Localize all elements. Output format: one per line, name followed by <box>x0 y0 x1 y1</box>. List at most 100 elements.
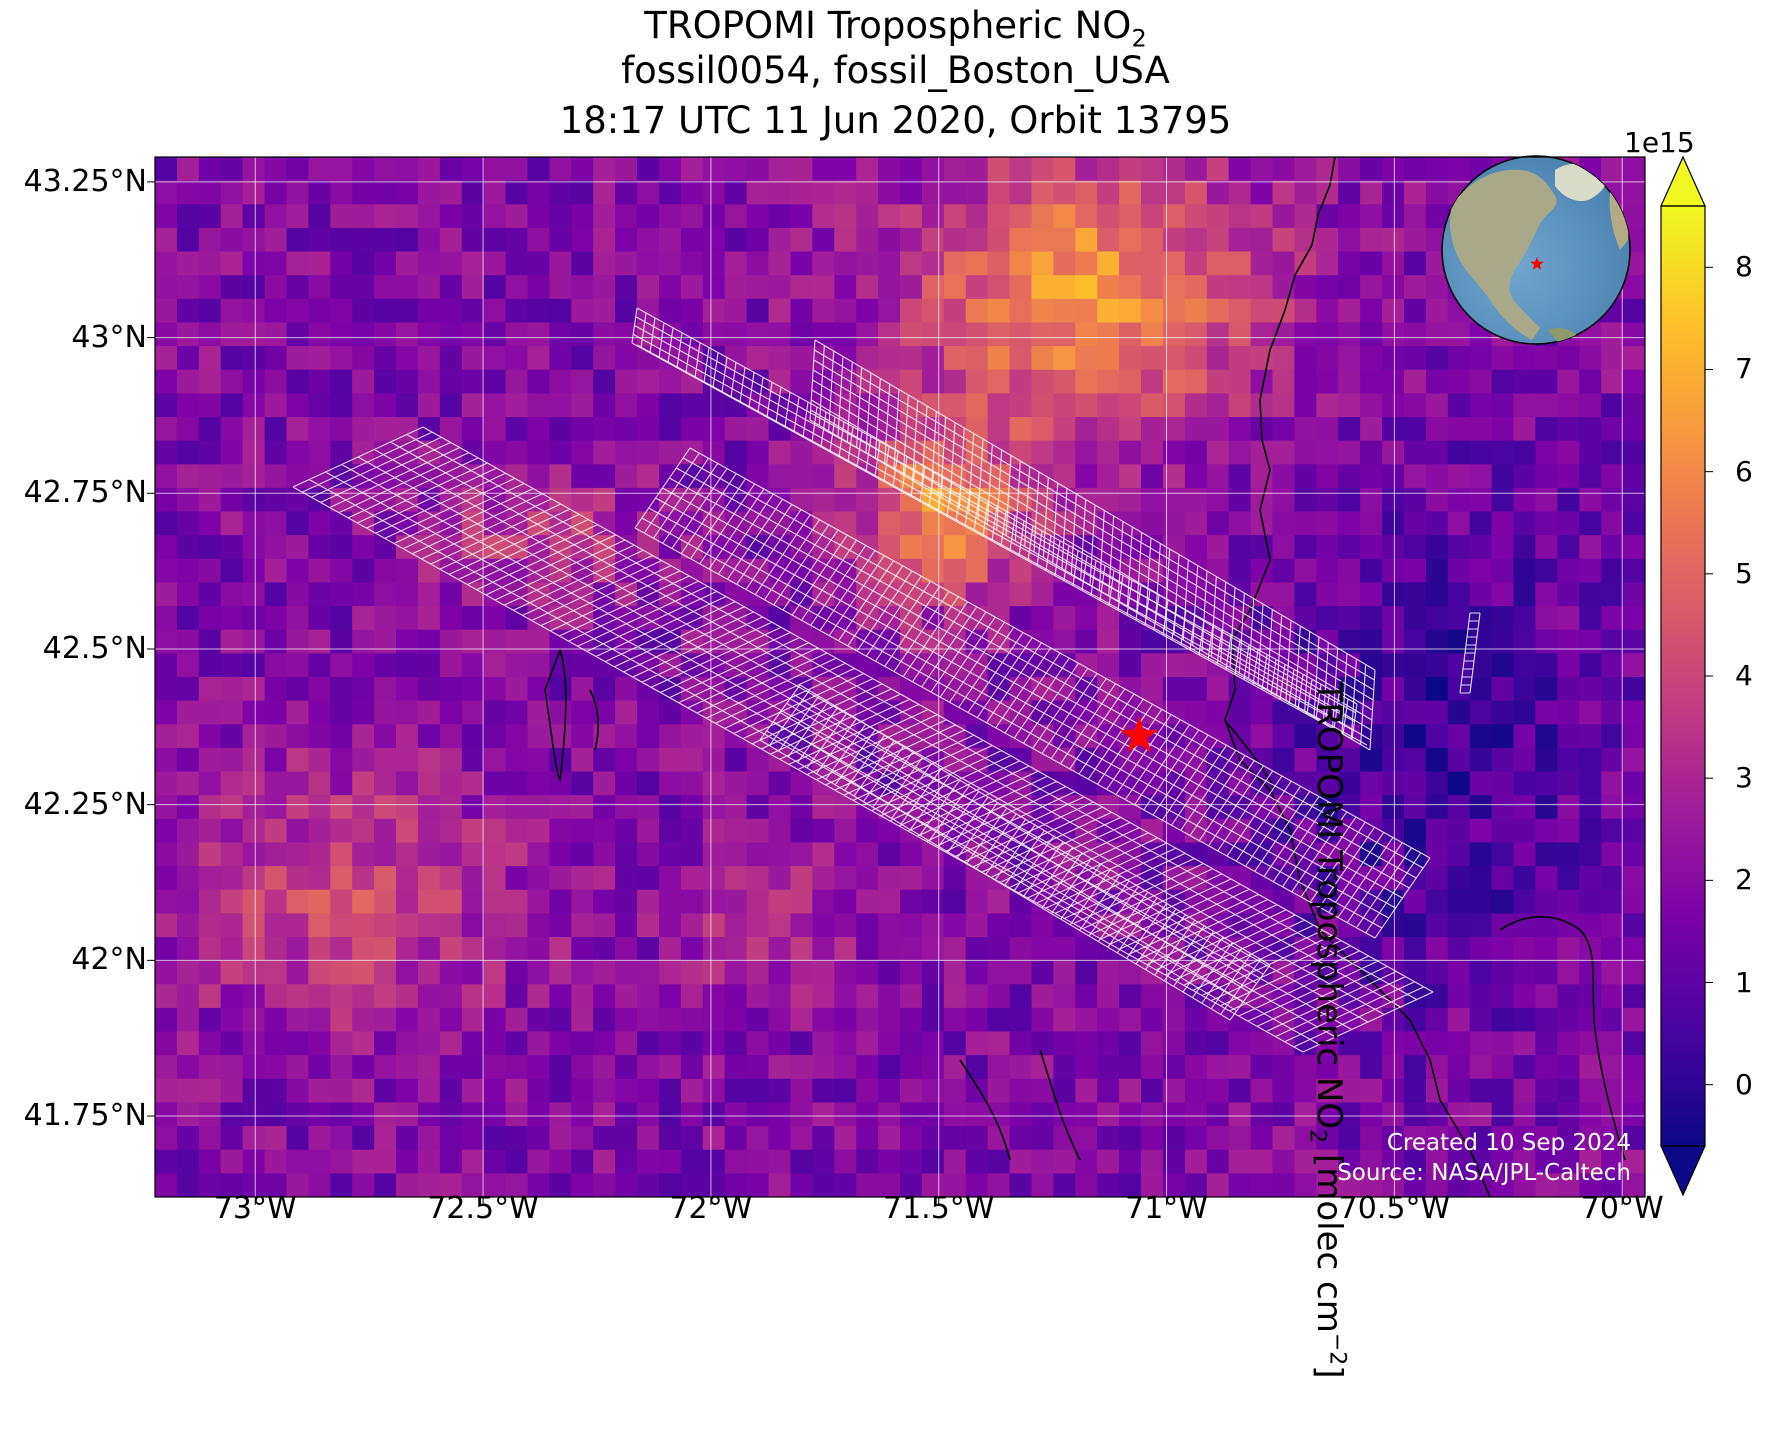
no2-pixel <box>921 180 945 205</box>
no2-pixel <box>374 795 397 820</box>
no2-pixel <box>374 1149 397 1174</box>
no2-pixel <box>176 1078 200 1103</box>
no2-pixel <box>308 795 331 820</box>
no2-pixel <box>198 1007 222 1033</box>
no2-pixel <box>396 1126 419 1151</box>
no2-pixel <box>352 677 375 702</box>
no2-pixel <box>374 275 397 300</box>
no2-pixel <box>1053 251 1076 276</box>
no2-pixel <box>1009 227 1033 253</box>
no2-pixel <box>987 204 1011 229</box>
no2-pixel <box>878 1102 901 1127</box>
no2-pixel <box>1425 677 1449 702</box>
no2-pixel <box>1119 440 1142 465</box>
lat-lon-gridlines <box>155 157 1645 1197</box>
no2-pixel <box>878 582 901 607</box>
no2-pixel <box>571 251 594 276</box>
no2-pixel <box>1162 346 1186 371</box>
no2-pixel <box>155 866 178 891</box>
no2-pixel <box>1425 866 1449 891</box>
no2-pixel <box>374 1173 397 1197</box>
no2-pixel <box>461 369 485 394</box>
no2-pixel <box>1447 1031 1471 1056</box>
no2-pixel <box>505 866 529 891</box>
no2-pixel <box>176 889 200 914</box>
no2-pixel <box>396 606 419 631</box>
no2-pixel <box>702 535 726 560</box>
no2-pixel <box>659 157 682 182</box>
colorbar-tick-label: 0 <box>1735 1067 1753 1101</box>
no2-pixel <box>1491 511 1515 536</box>
no2-pixel <box>615 227 638 253</box>
no2-pixel <box>1184 1055 1208 1080</box>
no2-pixel <box>264 606 288 631</box>
no2-pixel <box>505 937 529 962</box>
no2-pixel <box>330 251 353 276</box>
no2-pixel <box>242 795 266 820</box>
no2-pixel <box>505 1126 529 1151</box>
no2-pixel <box>352 913 375 938</box>
no2-pixel <box>834 1055 857 1080</box>
no2-pixel <box>1206 700 1230 725</box>
no2-pixel <box>1184 1102 1208 1127</box>
no2-pixel <box>1404 653 1427 678</box>
no2-pixel <box>571 700 594 725</box>
no2-pixel <box>1162 157 1186 182</box>
no2-pixel <box>155 747 178 773</box>
no2-pixel <box>1360 747 1383 773</box>
no2-pixel <box>1513 1126 1536 1151</box>
no2-pixel <box>900 1149 923 1174</box>
no2-pixel <box>176 629 200 654</box>
no2-pixel <box>439 700 463 725</box>
globe-land-north-america <box>1449 169 1557 340</box>
no2-pixel <box>1382 511 1405 536</box>
axis-ticks <box>147 181 1623 1205</box>
no2-pixel <box>1404 440 1427 465</box>
no2-pixel <box>198 275 222 300</box>
no2-pixel <box>1316 204 1339 229</box>
no2-pixel <box>1491 582 1515 607</box>
no2-pixel <box>1119 1007 1142 1033</box>
no2-pixel <box>1338 511 1361 536</box>
no2-pixel <box>1075 1149 1098 1174</box>
no2-pixel <box>768 204 791 229</box>
no2-pixel <box>900 960 923 985</box>
no2-pixel <box>155 275 178 300</box>
no2-pixel <box>702 275 726 300</box>
no2-pixel <box>724 795 748 820</box>
no2-pixel <box>242 369 266 394</box>
no2-pixel <box>505 1078 529 1103</box>
no2-pixel <box>1404 818 1427 843</box>
inset-globe <box>1441 155 1631 345</box>
no2-pixel <box>264 913 288 938</box>
no2-pixel <box>1316 322 1339 347</box>
no2-pixel <box>790 795 813 820</box>
no2-pixel <box>965 937 989 962</box>
no2-pixel <box>352 1126 375 1151</box>
no2-pixel <box>1447 417 1471 442</box>
no2-pixel <box>1031 1007 1054 1033</box>
no2-pixel <box>264 795 288 820</box>
no2-pixel <box>1491 818 1515 843</box>
no2-pixel <box>1579 795 1602 820</box>
no2-pixel <box>615 747 638 773</box>
no2-pixel <box>1469 842 1493 867</box>
no2-pixel <box>659 558 682 583</box>
no2-pixel <box>768 889 791 914</box>
no2-pixel <box>1141 275 1164 300</box>
no2-pixel <box>1141 677 1164 702</box>
no2-pixel <box>1404 535 1427 560</box>
no2-pixel <box>724 157 748 182</box>
no2-pixel <box>352 866 375 891</box>
no2-pixel <box>1491 417 1515 442</box>
no2-pixel <box>834 960 857 985</box>
no2-pixel <box>264 818 288 843</box>
no2-pixel <box>812 251 835 276</box>
no2-pixel <box>1228 960 1252 985</box>
no2-pixel <box>1338 275 1361 300</box>
no2-pixel <box>1513 889 1536 914</box>
no2-pixel <box>1053 417 1076 442</box>
no2-pixel <box>1469 558 1493 583</box>
no2-pixel <box>483 1126 507 1151</box>
no2-pixel <box>1075 369 1098 394</box>
